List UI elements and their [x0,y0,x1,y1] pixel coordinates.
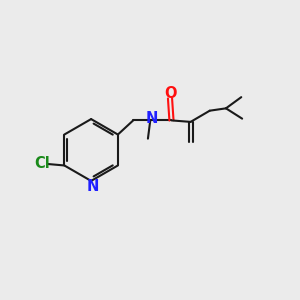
Text: N: N [86,179,99,194]
Text: Cl: Cl [34,157,50,172]
Text: O: O [164,85,176,100]
Text: N: N [146,111,158,126]
